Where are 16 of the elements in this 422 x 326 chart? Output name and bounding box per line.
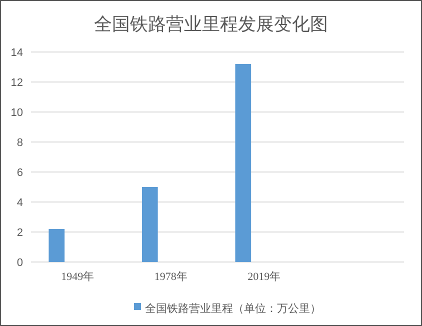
- x-tick-label: 1978年: [154, 271, 188, 283]
- bar: [48, 229, 65, 262]
- x-tick-label: 2019年: [248, 271, 281, 283]
- y-tick-label: 4: [16, 196, 23, 209]
- y-tick-label: 6: [16, 166, 23, 179]
- y-tick-label: 10: [10, 106, 23, 119]
- y-tick-label: 8: [16, 136, 23, 149]
- chart-title: 全国铁路营业里程发展变化图: [94, 14, 328, 34]
- bar: [235, 64, 252, 262]
- y-tick-label: 14: [10, 46, 23, 59]
- y-tick-label: 2: [16, 226, 23, 239]
- bar: [142, 187, 158, 262]
- x-tick-label: 1949年: [61, 271, 94, 283]
- legend-label: 全国铁路营业里程（单位：万公里）: [145, 302, 321, 315]
- y-tick-label: 12: [10, 76, 23, 89]
- y-tick-label: 0: [16, 256, 23, 269]
